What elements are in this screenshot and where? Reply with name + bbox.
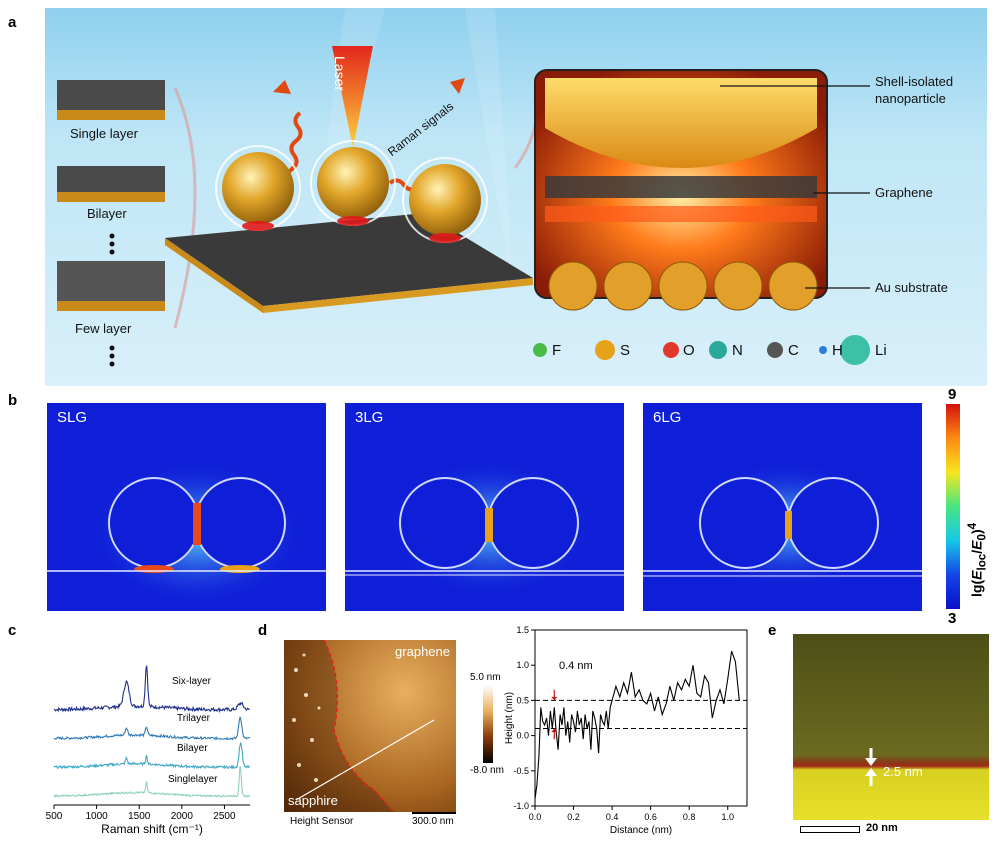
- field-map-slg-plot: [47, 458, 326, 608]
- profile-arrowhead-bottom: [551, 728, 558, 733]
- raman-series-2: [53, 742, 251, 770]
- profile-x-label: Distance (nm): [610, 825, 672, 836]
- raman-label-tri: Trilayer: [177, 713, 210, 724]
- callout-shell-isolated: Shell-isolated nanoparticle: [875, 74, 954, 106]
- label-bilayer: Bilayer: [87, 206, 127, 221]
- colorbar-label: lg(Eloc/E0)4: [966, 522, 989, 597]
- profile-frame: [534, 629, 748, 807]
- panel-label-b: b: [8, 392, 18, 409]
- profile-y-tick-label-5: 1.5: [516, 625, 529, 635]
- profile-x-tick-label-0: 0.0: [529, 812, 542, 822]
- colorbar: [946, 404, 960, 609]
- afm-label-graphene: graphene: [395, 644, 450, 659]
- legend-F: F: [552, 342, 562, 359]
- profile-y-tick-label-1: -0.5: [513, 766, 529, 776]
- field-title-3lg: 3LG: [355, 409, 384, 426]
- callout-au-substrate: Au substrate: [875, 280, 948, 295]
- profile-x-tick-label-5: 1.0: [721, 812, 734, 822]
- profile-x-tick-label-4: 0.8: [683, 812, 696, 822]
- afm-colorbar-min: -8.0 nm: [470, 765, 504, 776]
- raman-x-tick-label-0: 500: [46, 811, 63, 822]
- field-map-6lg-plot: [643, 460, 922, 590]
- afm-image: graphene sapphire: [284, 640, 456, 812]
- afm-colorbar: [483, 685, 493, 763]
- afm-label-sapphire: sapphire: [288, 793, 338, 808]
- tem-scale-label: 20 nm: [866, 822, 898, 834]
- height-profile-line: [534, 650, 740, 800]
- field-map-slg: SLG: [47, 403, 326, 611]
- profile-y-tick-label-0: -1.0: [513, 801, 529, 811]
- panel-label-a: a: [8, 14, 17, 31]
- legend-C: C: [788, 342, 799, 359]
- profile-y-tick-label-2: 0.0: [516, 731, 529, 741]
- raman-series-0: [53, 665, 250, 714]
- field-map-6lg: 6LG: [643, 403, 922, 611]
- afm-scale-bar: [412, 812, 456, 814]
- profile-y-label: Height (nm): [504, 692, 515, 744]
- field-map-3lg: 3LG: [345, 403, 624, 611]
- raman-series-1: [53, 716, 250, 741]
- afm-colorbar-max: 5.0 nm: [470, 672, 501, 683]
- tem-thickness-label: 2.5 nm: [883, 764, 923, 779]
- colorbar-min: 3: [948, 610, 957, 627]
- raman-x-tick-label-4: 2500: [213, 811, 236, 822]
- field-title-6lg: 6LG: [653, 409, 682, 426]
- profile-x-tick-label-2: 0.4: [606, 812, 619, 822]
- profile-annotation: 0.4 nm: [559, 660, 593, 672]
- height-profile-chart: 0.0 0.2 0.4 0.6 0.8 1.0 -1.0 -0.5 0.0 0.5 1.0 1.5 0…: [504, 625, 748, 836]
- profile-arrowhead-top: [551, 696, 558, 701]
- legend-S: S: [620, 342, 631, 359]
- panel-label-e: e: [768, 622, 777, 639]
- field-map-3lg-plot: [345, 458, 624, 598]
- label-single-layer: Single layer: [70, 126, 138, 141]
- raman-chart: 500 1000 1500 2000 2500 Raman shift (cm⁻¹): [46, 665, 251, 836]
- label-few-layer: Few layer: [75, 321, 132, 336]
- profile-x-tick-label-3: 0.6: [644, 812, 657, 822]
- raman-x-tick-label-1: 1000: [85, 811, 108, 822]
- raman-x-label: Raman shift (cm⁻¹): [101, 822, 203, 836]
- afm-height-sensor: Height Sensor: [290, 816, 354, 827]
- legend-Li: Li: [875, 342, 887, 359]
- raman-x-tick-label-3: 2000: [171, 811, 194, 822]
- panel-label-c: c: [8, 622, 17, 639]
- raman-label-single: Singlelayer: [168, 774, 218, 785]
- raman-label-bi: Bilayer: [177, 743, 208, 754]
- afm-scale-label: 300.0 nm: [412, 816, 454, 827]
- legend-H: H: [832, 342, 843, 359]
- legend-O: O: [683, 342, 695, 359]
- callout-graphene: Graphene: [875, 185, 933, 200]
- raman-x-tick-label-2: 1500: [128, 811, 151, 822]
- legend-N: N: [732, 342, 743, 359]
- laser-label: Laser: [332, 56, 348, 92]
- profile-y-tick-label-4: 1.0: [516, 660, 529, 670]
- tem-image: 2.5 nm: [793, 634, 989, 820]
- raman-label-six: Six-layer: [172, 676, 211, 687]
- schematic-panel: Single layer Bilayer Few layer Laser Ram…: [45, 8, 987, 386]
- tem-scale-bar: [800, 826, 860, 833]
- schematic-illustration: [45, 8, 987, 386]
- atom-legend-icons: [533, 335, 870, 365]
- raman-series-3: [53, 766, 251, 798]
- panel-label-d: d: [258, 622, 268, 639]
- colorbar-max: 9: [948, 386, 957, 403]
- field-title-slg: SLG: [57, 409, 88, 426]
- profile-y-tick-label-3: 0.5: [516, 695, 529, 705]
- profile-x-tick-label-1: 0.2: [567, 812, 580, 822]
